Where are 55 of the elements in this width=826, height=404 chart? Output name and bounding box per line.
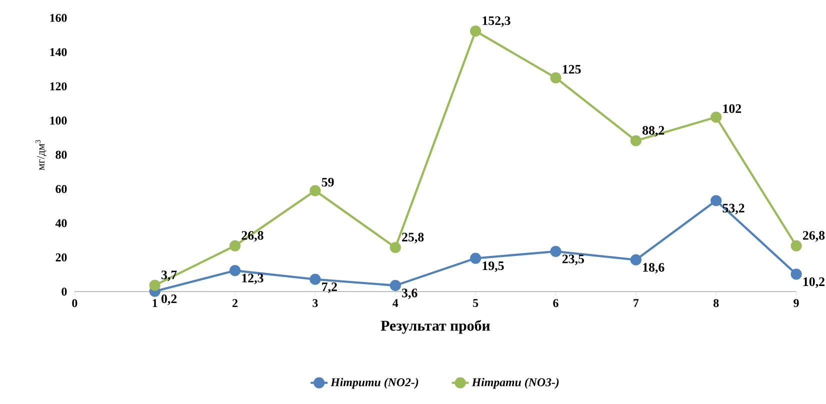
x-tick-label: 4 <box>392 299 398 307</box>
y-tick-label: 0 <box>62 288 67 296</box>
data-label: 3,6 <box>402 288 418 300</box>
legend-label: Нітрати (NO3-) <box>472 378 559 389</box>
x-tick-label: 9 <box>794 299 799 308</box>
x-tick-label: 5 <box>473 299 478 307</box>
data-label: 12,3 <box>242 274 264 284</box>
x-tick-label: 0 <box>72 299 78 308</box>
y-tick-label: 140 <box>50 48 67 56</box>
x-tick-label: 3 <box>312 299 318 308</box>
point <box>310 185 321 196</box>
point <box>390 280 401 291</box>
data-label: 102 <box>723 104 742 113</box>
point <box>630 254 642 266</box>
data-label: 18,6 <box>643 262 664 274</box>
x-tick-label: 6 <box>553 299 558 308</box>
point <box>229 264 241 276</box>
point <box>550 246 562 257</box>
x-tick-label: 7 <box>634 299 639 307</box>
data-label: 25,8 <box>402 232 424 244</box>
y-tick-label: 20 <box>56 253 67 262</box>
data-label: 19,5 <box>482 261 504 272</box>
x-tick-label: 1 <box>152 299 158 307</box>
point <box>630 135 642 146</box>
point <box>149 280 160 291</box>
data-label: 10,2 <box>803 277 824 288</box>
data-label: 7,2 <box>322 282 337 293</box>
data-label: 88,2 <box>642 126 664 137</box>
data-label: 125 <box>562 64 581 74</box>
y-tick-label: 120 <box>50 82 67 90</box>
point <box>470 252 482 264</box>
point <box>790 268 802 280</box>
point <box>310 274 321 285</box>
y-tick-label: 100 <box>50 116 67 125</box>
y-tick-label: 160 <box>50 14 67 22</box>
point <box>710 112 722 123</box>
y-tick-label: 60 <box>56 184 67 193</box>
legend-label: Нітрити (NO2-) <box>330 378 418 389</box>
data-label: 23,5 <box>562 254 584 266</box>
x-tick-label: 8 <box>714 299 719 308</box>
data-label: 0,2 <box>162 294 177 305</box>
point <box>790 240 802 252</box>
point <box>710 195 722 206</box>
y-axis-title: мг/дм$^{3}$ <box>35 140 47 170</box>
y-tick-label: 40 <box>55 219 67 228</box>
point <box>470 25 482 37</box>
data-label: 152,3 <box>482 16 510 27</box>
data-label: 26,8 <box>802 231 825 242</box>
point <box>550 72 562 84</box>
y-tick-label: 80 <box>56 150 67 159</box>
x-axis-title: Результат проби <box>380 320 490 334</box>
point <box>229 240 241 252</box>
data-label: 59 <box>322 178 334 186</box>
x-tick-label: 2 <box>232 299 238 307</box>
point <box>390 242 401 254</box>
